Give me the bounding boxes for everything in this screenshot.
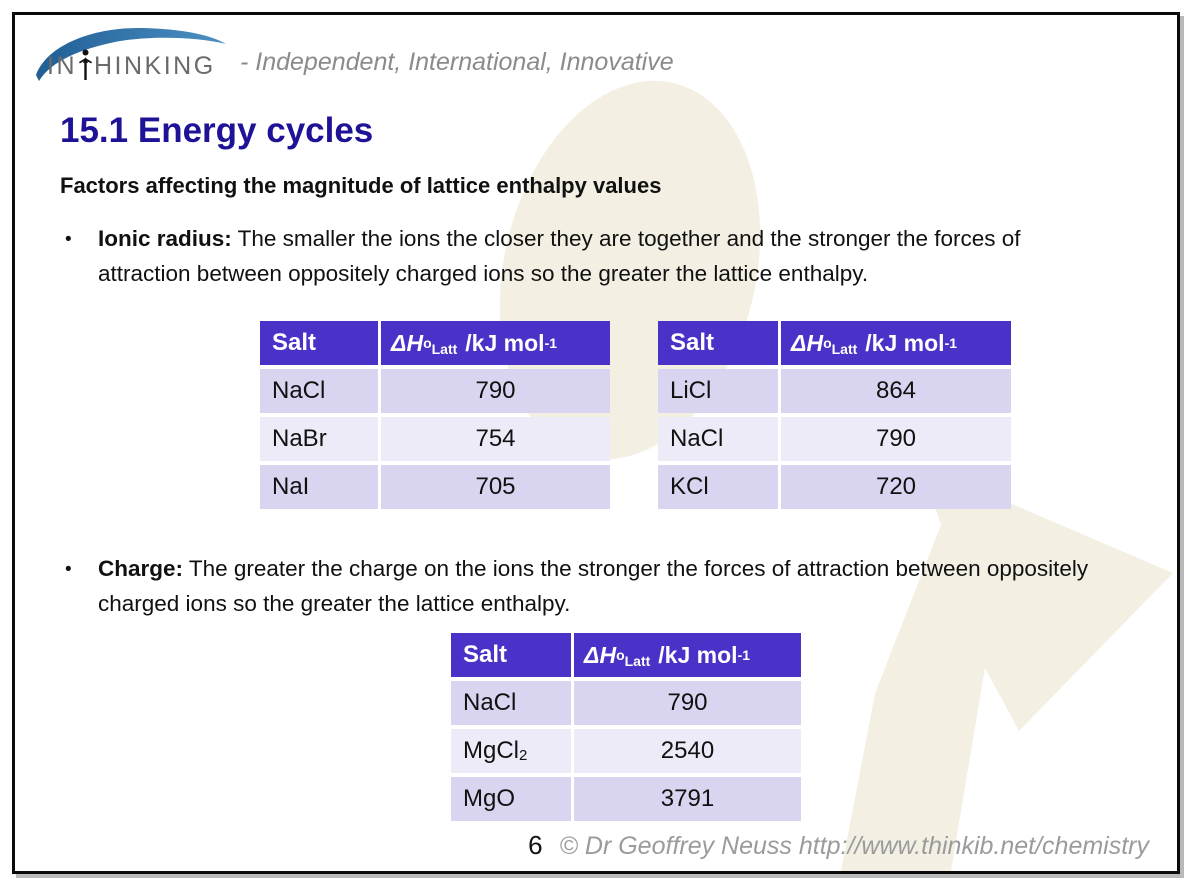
bullet-body: The smaller the ions the closer they are… (98, 226, 1021, 286)
table-cell-salt: NaI (260, 465, 378, 509)
table-charge-comparison: Salt ΔH o Latt/kJ mol -1 NaCl 790 MgCl 2 254… (451, 633, 801, 821)
delta-h-symbol: ΔH (791, 329, 824, 356)
table-cell-salt: MgO (451, 777, 571, 821)
footer: 6 © Dr Geoffrey Neuss http://www.thinkib… (528, 830, 1149, 861)
table-sodium-halides: Salt ΔH o Latt/kJ mol -1 NaCl 790 NaBr 754 … (260, 321, 610, 509)
brand-suffix: HINKING (94, 52, 216, 80)
bullet-text: Charge: The greater the charge on the io… (98, 551, 1100, 621)
bullet-marker: • (65, 229, 72, 250)
table-cell-value: 754 (381, 417, 610, 461)
swoosh-icon (36, 27, 226, 81)
table-cell-value: 790 (574, 681, 801, 725)
bullet-lead: Ionic radius: (98, 226, 232, 251)
slide: IN HINKING - Independent, International,… (12, 12, 1180, 874)
bullet-ionic-radius: • Ionic radius: The smaller the ions the… (65, 221, 1100, 291)
table1-header-salt: Salt (260, 321, 378, 365)
bullet-marker: • (65, 559, 72, 580)
bullet-body: The greater the charge on the ions the s… (98, 556, 1089, 616)
watermark-arrow-shape (841, 465, 1173, 871)
header-brand-row: IN HINKING - Independent, International,… (33, 23, 674, 85)
subtitle: Factors affecting the magnitude of latti… (60, 173, 662, 198)
table-cell-salt: NaBr (260, 417, 378, 461)
table-cell-value: 790 (381, 369, 610, 413)
brand-prefix: IN (47, 52, 77, 80)
table-cell-salt: NaCl (658, 417, 778, 461)
bullet-lead: Charge: (98, 556, 184, 581)
unit-label: /kJ mol (658, 641, 738, 668)
delta-h-symbol: ΔH (391, 329, 424, 356)
table-cell-value: 720 (781, 465, 1011, 509)
bullet-text: Ionic radius: The smaller the ions the c… (98, 221, 1100, 291)
table2-header-salt: Salt (658, 321, 778, 365)
table1-header-value: ΔH o Latt/kJ mol -1 (381, 321, 610, 365)
unit-label: /kJ mol (465, 329, 545, 356)
page-title: 15.1 Energy cycles (60, 111, 374, 150)
table-cell-value: 2540 (574, 729, 801, 773)
unit-label: /kJ mol (865, 329, 945, 356)
thinker-figure-icon (79, 49, 92, 80)
table-cell-salt: KCl (658, 465, 778, 509)
table-chlorides: Salt ΔH o Latt/kJ mol -1 LiCl 864 NaCl 790 … (658, 321, 1011, 509)
table-cell-salt: NaCl (260, 369, 378, 413)
delta-h-symbol: ΔH (584, 641, 617, 668)
inthinking-logo: IN HINKING (33, 23, 228, 85)
table3-header-value: ΔH o Latt/kJ mol -1 (574, 633, 801, 677)
table-cell-value: 3791 (574, 777, 801, 821)
table-cell-salt: MgCl 2 (451, 729, 571, 773)
table-cell-value: 790 (781, 417, 1011, 461)
table-cell-value: 705 (381, 465, 610, 509)
table-cell-salt: LiCl (658, 369, 778, 413)
brand-wordmark: IN HINKING (47, 49, 216, 81)
brand-tagline: - Independent, International, Innovative (240, 48, 674, 76)
bullet-charge: • Charge: The greater the charge on the … (65, 551, 1100, 621)
table-cell-salt: NaCl (451, 681, 571, 725)
page-number: 6 (528, 830, 543, 860)
copyright-text: © Dr Geoffrey Neuss http://www.thinkib.n… (559, 832, 1149, 860)
table-cell-value: 864 (781, 369, 1011, 413)
table3-header-salt: Salt (451, 633, 571, 677)
table2-header-value: ΔH o Latt/kJ mol -1 (781, 321, 1011, 365)
